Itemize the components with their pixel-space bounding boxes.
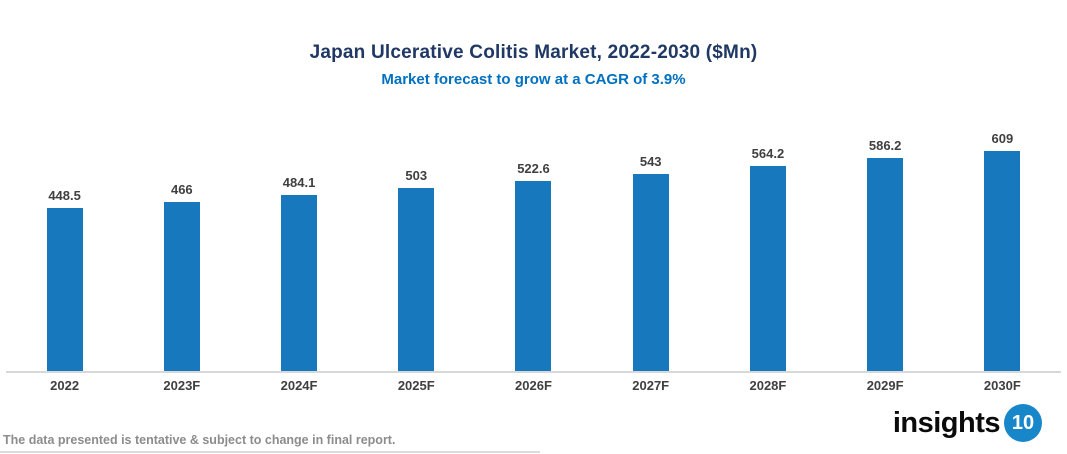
bar bbox=[749, 165, 786, 371]
x-axis-label: 2025F bbox=[397, 378, 435, 393]
x-axis-label: 2030F bbox=[983, 378, 1021, 393]
bar-column: 543 bbox=[592, 131, 709, 371]
bar-column: 503 bbox=[358, 131, 475, 371]
logo-badge-number: 10 bbox=[1011, 411, 1035, 434]
bar-value-label: 564.2 bbox=[751, 145, 785, 161]
bar bbox=[515, 181, 552, 371]
x-axis-label: 2026F bbox=[515, 378, 552, 393]
bar-column: 484.1 bbox=[240, 131, 357, 371]
bar-value-label: 609 bbox=[991, 131, 1014, 146]
footer-divider bbox=[0, 451, 540, 453]
bar-column: 466 bbox=[123, 131, 240, 371]
bar-column: 609 bbox=[944, 131, 1061, 371]
x-axis-label: 2024F bbox=[280, 378, 318, 393]
disclaimer-text: The data presented is tentative & subjec… bbox=[3, 433, 396, 447]
logo-badge-circle: 10 bbox=[1004, 404, 1042, 442]
bar-value-label: 586.2 bbox=[868, 137, 902, 153]
bar-value-label: 522.6 bbox=[517, 161, 550, 176]
logo-text: insights bbox=[892, 406, 1001, 439]
bar-chart-plot-area: 448.5 466 484.1 503 522.6 543 564.2 586.2 609 bbox=[6, 131, 1061, 373]
bar-value-label: 543 bbox=[639, 153, 662, 169]
bar-column: 522.6 bbox=[475, 131, 592, 371]
insights10-logo: insights 10 bbox=[893, 404, 1042, 442]
x-axis-label: 2027F bbox=[632, 378, 670, 393]
bar bbox=[398, 188, 435, 371]
bar bbox=[867, 157, 904, 371]
bar bbox=[46, 207, 83, 371]
chart-title: Japan Ulcerative Colitis Market, 2022-20… bbox=[309, 42, 758, 63]
x-axis-label: 2028F bbox=[749, 378, 787, 393]
x-axis-label: 2023F bbox=[163, 378, 201, 393]
x-axis-label: 2022 bbox=[50, 378, 80, 393]
bar bbox=[632, 173, 669, 371]
x-axis-labels: 2022 2023F 2024F 2025F 2026F 2027F 2028F 2029F 2… bbox=[6, 378, 1061, 393]
chart-subtitle: Market forecast to grow at a CAGR of 3.9… bbox=[381, 71, 686, 88]
bar-value-label: 484.1 bbox=[282, 175, 316, 190]
x-axis-label: 2029F bbox=[866, 378, 904, 393]
bar bbox=[984, 151, 1021, 371]
bar-column: 448.5 bbox=[6, 131, 123, 371]
bar bbox=[163, 201, 200, 371]
bar-column: 586.2 bbox=[827, 131, 944, 371]
bar-value-label: 503 bbox=[405, 168, 428, 184]
bar-value-label: 466 bbox=[170, 181, 193, 197]
bar bbox=[281, 195, 318, 371]
bar-column: 564.2 bbox=[709, 131, 826, 371]
bar-value-label: 448.5 bbox=[48, 187, 81, 203]
